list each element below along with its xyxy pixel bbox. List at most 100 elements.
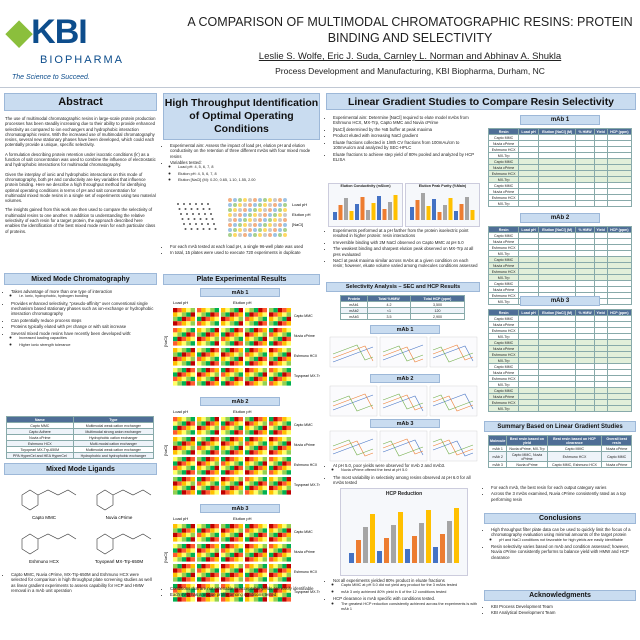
well [258,198,262,202]
heat-cell [186,341,191,346]
heat-cell [258,477,263,482]
heat-cell [210,437,215,442]
well [263,213,267,217]
logo: ◆KBI BIOPHARMA The Science to Succeed. [6,6,136,86]
heat-cell [201,465,206,471]
heat-cell [234,437,239,442]
heat-cell [190,312,195,317]
well [273,208,277,212]
heat-cell [249,528,254,533]
heat-cell [181,557,187,562]
heat-cell [214,381,219,386]
cell: mAb 2 [487,451,508,462]
bar [405,549,410,563]
heat-cell [234,421,239,426]
heat-cell [253,470,259,475]
bar [426,510,431,563]
heat-cell [229,368,235,373]
heat-cell [214,450,219,455]
heat-cell [253,524,259,529]
heat-cell [229,457,235,462]
heat-cell [249,352,254,357]
list: Conditions that are not amenable to acce… [163,586,319,598]
heat-cell [210,328,215,333]
heat-cell [238,425,243,431]
heat-cell [229,376,235,382]
heat-cell [190,477,195,482]
well [258,218,262,222]
heat-cell [238,461,243,466]
heat-cell [277,425,283,431]
heat-cell [249,441,254,446]
curve [432,394,474,411]
cell [575,200,595,207]
heat-cell [225,592,230,598]
well [268,228,272,232]
bullet: At pH 5.0, poor yields were observed for… [333,463,480,474]
heat-cell [282,597,287,602]
heat-cell [258,336,263,342]
heat-cell [273,537,278,542]
heat-cell [269,490,274,495]
well [248,203,252,207]
heat-cell [181,470,187,475]
heat-cell [201,368,206,373]
heat-cell [225,316,230,322]
heat-cell [197,361,202,366]
axis-label: Elution pH [233,409,252,414]
heat-cell [190,321,195,326]
heat-cell [253,421,259,426]
heat-cell [201,356,206,362]
heat-cell [249,477,254,482]
cell: MX-Trp [487,405,520,412]
heat-cell [238,348,243,353]
heat-cell [245,321,250,326]
heat-cell [234,572,239,578]
heat-cell [258,341,263,346]
heat-cell [238,328,243,333]
heat-cell [214,372,219,377]
heat-cell [286,421,291,426]
heat-cell [229,421,235,426]
heat-cell [181,341,187,346]
bar [355,204,359,220]
heat-cell [273,445,278,451]
heat-cell [229,445,235,451]
well [233,223,237,227]
heat-cell [173,481,178,486]
heat-cell [249,341,254,346]
heat-cell [177,316,182,322]
heat-cell [238,557,243,562]
bar [356,540,361,563]
heat-cell [269,425,274,431]
heat-cell [197,332,202,337]
heat-cell [214,544,219,549]
ring [21,489,39,511]
heat-cell [221,417,226,422]
heat-cell [214,592,219,598]
heat-cell [229,597,235,602]
heat-cell [225,568,230,573]
heat-cell [249,564,254,569]
heat-cell [190,450,195,455]
well [228,203,232,207]
heat-cell [249,485,254,491]
heat-cell [201,421,206,426]
table-row: mAb3 3.5 2,900 [340,313,466,320]
heat-cell [181,332,187,337]
heat-cell [269,568,274,573]
heat-cell [258,352,263,357]
list: Not all experiments yielded 80% product … [326,578,480,612]
heat-cell [229,524,235,529]
heat-cell [273,461,278,466]
heat-cell [238,577,243,582]
heat-cell [269,348,274,353]
heat-cell [253,537,259,542]
heat-cell [273,485,278,491]
heat-cell [277,524,283,529]
cell: Nuvia cPrime [601,461,632,468]
heat-cell [249,597,254,602]
heat-cell [201,568,206,573]
well [278,218,282,222]
heat-cell [173,490,178,495]
